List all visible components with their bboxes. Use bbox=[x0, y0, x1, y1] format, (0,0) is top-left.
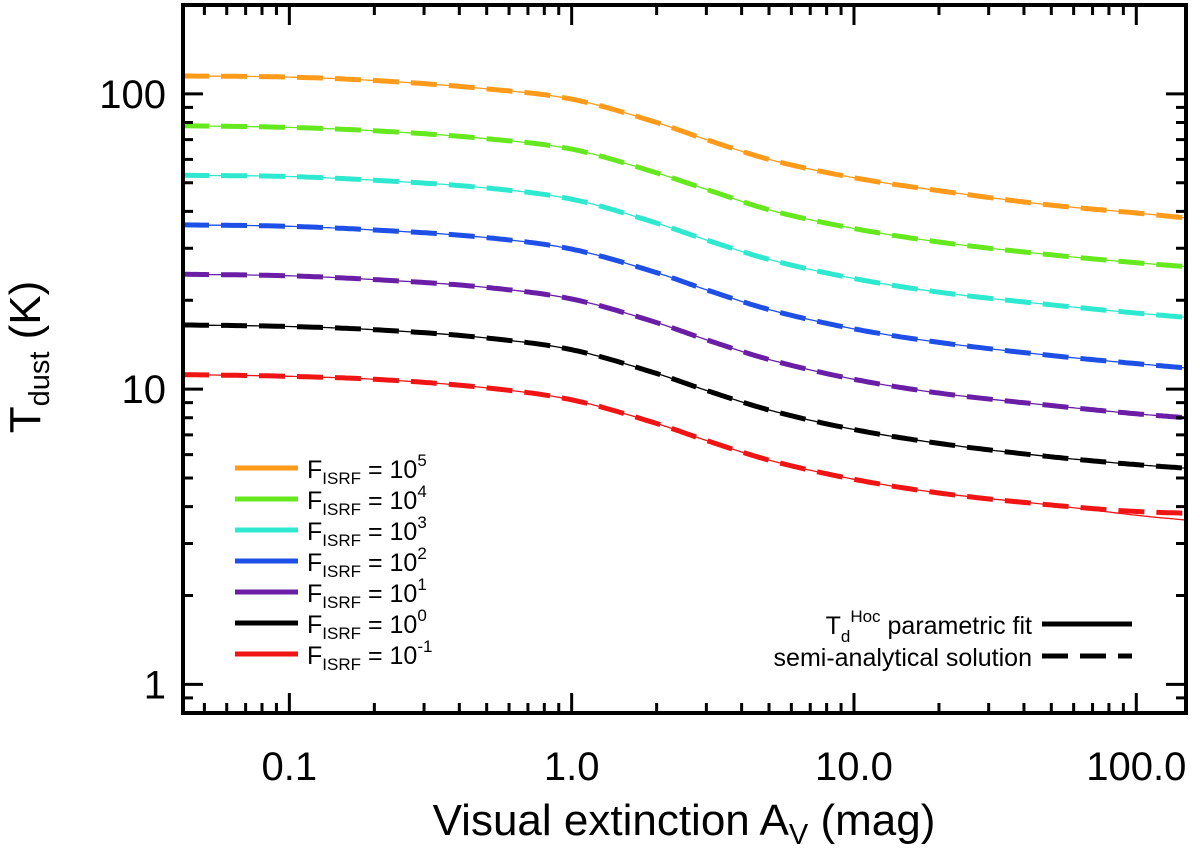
series-3-semi-analytical-line bbox=[183, 222, 1186, 371]
semi-analytical-legend-label: semi-analytical solution bbox=[774, 644, 1032, 672]
series-1-fit-line bbox=[183, 125, 1186, 268]
y-axis-title: Tdust (K) bbox=[1, 281, 56, 434]
legend-item: FISRF = 10-1 bbox=[235, 637, 432, 674]
series-6-fit-line bbox=[183, 373, 1186, 521]
legend-item: FISRF = 101 bbox=[235, 575, 427, 612]
legend-item: FISRF = 100 bbox=[235, 606, 427, 643]
legend-label: FISRF = 10-1 bbox=[307, 637, 432, 674]
series-2-semi-analytical-line bbox=[183, 172, 1186, 320]
axes-frame bbox=[181, 3, 1188, 715]
legend-item: FISRF = 104 bbox=[235, 482, 427, 519]
axis-labels: 0.1 1.0 10.0 100.0 1 10 100 Visual extinction A… bbox=[1, 73, 1186, 848]
y-tick-label: 1 bbox=[144, 663, 166, 707]
x-tick-label: 100.0 bbox=[1086, 745, 1186, 789]
x-tick-label: 10.0 bbox=[815, 745, 893, 789]
y-tick-label: 10 bbox=[122, 368, 167, 412]
x-tick-label: 0.1 bbox=[262, 745, 318, 789]
series-0-fit-line bbox=[183, 75, 1186, 219]
legend-item: FISRF = 102 bbox=[235, 544, 427, 581]
series-3-fit-line bbox=[183, 224, 1186, 369]
series-4-fit-line bbox=[183, 273, 1186, 419]
x-axis-title: Visual extinction AV (mag) bbox=[433, 796, 936, 848]
series-5-semi-analytical-line bbox=[183, 322, 1186, 471]
series-4-semi-analytical-line bbox=[183, 271, 1186, 421]
x-tick-label: 1.0 bbox=[544, 745, 600, 789]
legend-label: FISRF = 100 bbox=[307, 606, 427, 643]
legend-item: FISRF = 105 bbox=[235, 451, 427, 488]
legend-label: FISRF = 105 bbox=[307, 451, 427, 488]
legend-label: FISRF = 101 bbox=[307, 575, 427, 612]
legend-label: FISRF = 103 bbox=[307, 513, 427, 550]
series-0-semi-analytical-line bbox=[183, 73, 1186, 221]
series-lines bbox=[183, 73, 1186, 521]
series-6-semi-analytical-line bbox=[183, 372, 1186, 516]
legend-label: FISRF = 102 bbox=[307, 544, 427, 581]
legend-label: FISRF = 104 bbox=[307, 482, 427, 519]
y-tick-label: 100 bbox=[99, 73, 166, 117]
series-2-fit-line bbox=[183, 174, 1186, 319]
plot-border bbox=[181, 3, 1188, 715]
series-1-semi-analytical-line bbox=[183, 123, 1186, 270]
series-5-fit-line bbox=[183, 324, 1186, 469]
legend-item: FISRF = 103 bbox=[235, 513, 427, 550]
fit-legend-label: TdHoc parametric fit bbox=[826, 607, 1032, 646]
